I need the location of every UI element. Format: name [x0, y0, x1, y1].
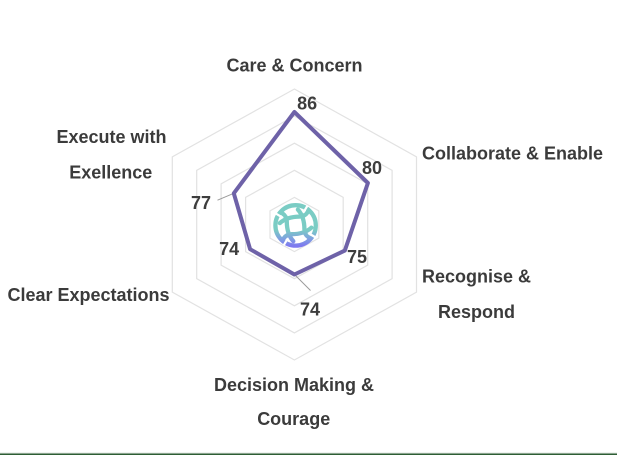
svg-text:77: 77 — [191, 193, 211, 213]
svg-text:Respond: Respond — [438, 302, 515, 322]
svg-text:Collaborate & Enable: Collaborate & Enable — [422, 144, 603, 164]
svg-text:Exellence: Exellence — [69, 163, 152, 183]
svg-text:Courage: Courage — [257, 409, 330, 429]
svg-text:74: 74 — [219, 239, 239, 259]
svg-text:Recognise &: Recognise & — [422, 267, 531, 287]
svg-text:80: 80 — [362, 158, 382, 178]
svg-text:86: 86 — [297, 94, 317, 114]
svg-text:Execute with: Execute with — [56, 127, 166, 147]
svg-text:Care & Concern: Care & Concern — [226, 56, 362, 76]
svg-text:Clear Expectations: Clear Expectations — [7, 285, 169, 305]
svg-text:Decision Making &: Decision Making & — [214, 375, 374, 395]
svg-text:74: 74 — [300, 300, 320, 320]
svg-text:75: 75 — [347, 247, 367, 267]
